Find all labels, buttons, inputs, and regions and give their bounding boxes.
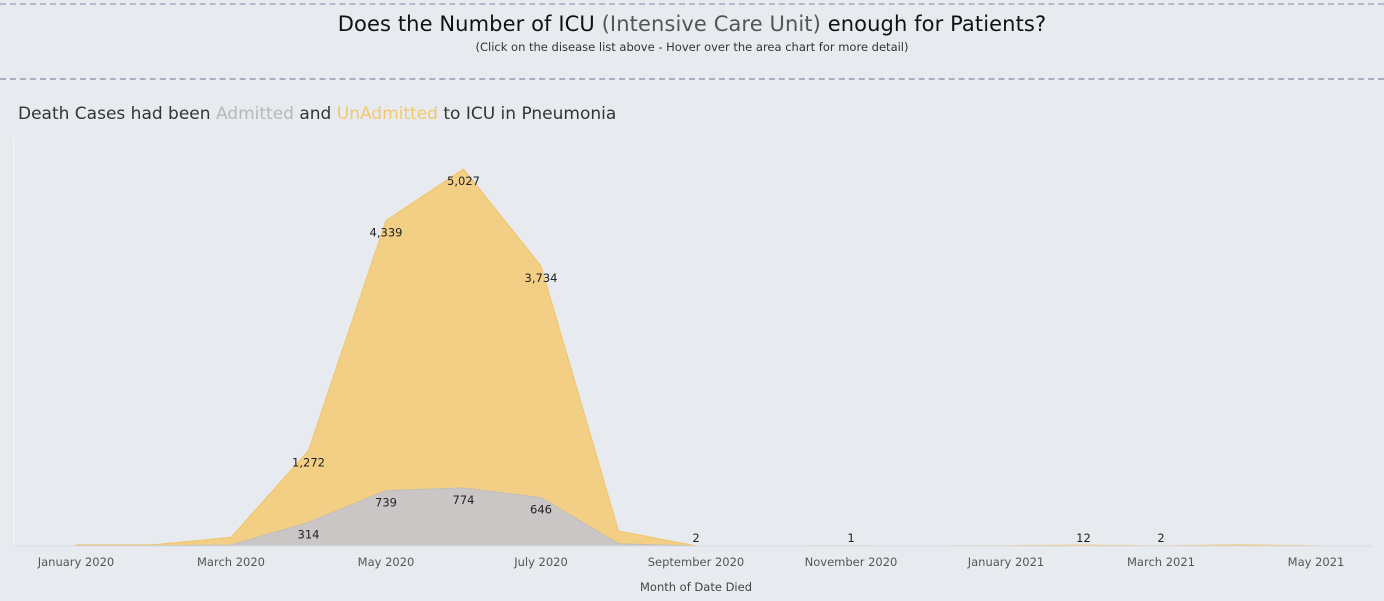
x-tick-label: March 2020	[197, 555, 265, 569]
data-label-unadmitted: 1	[847, 531, 854, 545]
chart-title-text-1: Death Cases had been	[18, 104, 216, 124]
chart-title: Death Cases had been Admitted and UnAdmi…	[18, 104, 616, 124]
x-tick-label: March 2021	[1127, 555, 1195, 569]
title-text-paren: (Intensive Care Unit)	[601, 12, 821, 36]
data-label-unadmitted: 12	[1076, 531, 1091, 545]
x-axis-title: Month of Date Died	[640, 580, 752, 594]
chart-title-unadmitted[interactable]: UnAdmitted	[336, 104, 438, 124]
area-layers	[75, 168, 1317, 547]
header-divider	[0, 78, 1384, 80]
title-text-end: enough for Patients?	[820, 12, 1047, 36]
data-label-unadmitted: 3,734	[525, 271, 558, 285]
x-tick-label: January 2021	[967, 555, 1045, 569]
x-tick-label: November 2020	[805, 555, 898, 569]
x-tick-label: July 2020	[513, 555, 568, 569]
x-tick-label: May 2020	[358, 555, 415, 569]
page-title: Does the Number of ICU (Intensive Care U…	[0, 12, 1384, 36]
data-label-admitted: 646	[530, 503, 552, 517]
x-axis-ticks: January 2020 March 2020 May 2020 July 2020 S…	[37, 555, 1345, 569]
page-subtitle: (Click on the disease list above - Hover…	[475, 40, 909, 54]
title-text-start: Does the Number of ICU	[337, 12, 602, 36]
data-label-unadmitted: 5,027	[447, 174, 480, 188]
data-labels: 1,272 4,339 5,027 3,734 2 1 12 2 314 739 774 646	[292, 174, 1165, 545]
data-label-admitted: 774	[453, 493, 475, 507]
dashboard-header: Does the Number of ICU (Intensive Care U…	[0, 8, 1384, 76]
chart-title-admitted[interactable]: Admitted	[215, 104, 294, 124]
data-label-admitted: 314	[298, 528, 320, 542]
chart-title-text-3: to ICU in Pneumonia	[437, 104, 617, 124]
data-label-unadmitted: 4,339	[370, 226, 403, 240]
x-tick-label: September 2020	[648, 555, 745, 569]
x-tick-label: May 2021	[1288, 555, 1345, 569]
data-label-admitted: 739	[375, 496, 397, 510]
area-unadmitted[interactable]	[75, 168, 1317, 547]
data-label-unadmitted: 1,272	[292, 456, 325, 470]
x-tick-label: January 2020	[37, 555, 115, 569]
data-label-unadmitted: 2	[1157, 531, 1164, 545]
chart-title-text-2: and	[293, 104, 337, 124]
top-divider	[0, 3, 1384, 5]
data-label-unadmitted: 2	[692, 531, 699, 545]
